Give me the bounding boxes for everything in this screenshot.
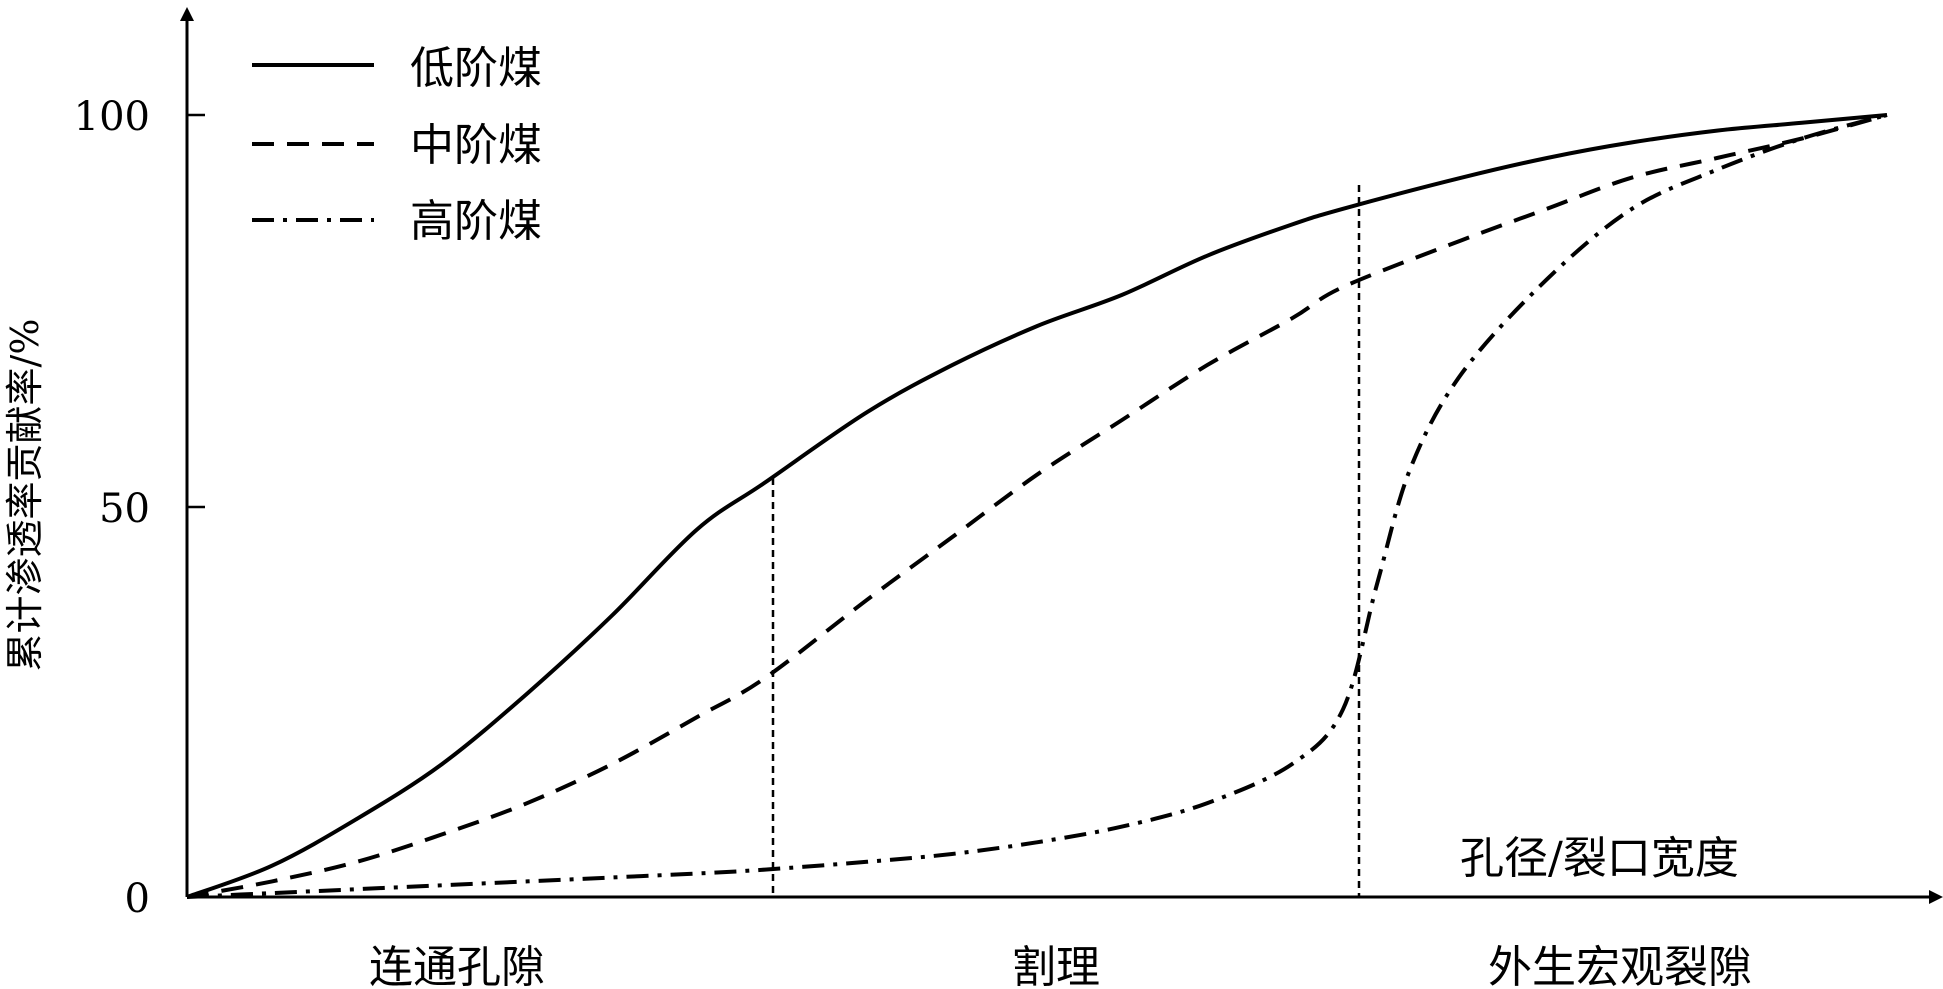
x-axis-label: 孔径/裂口宽度 (1460, 833, 1739, 884)
y-axis-label: 累计渗透率贡献率/% (3, 319, 47, 672)
legend-label-mid-rank: 中阶煤 (410, 120, 542, 171)
series-line-high-rank (186, 113, 1888, 899)
y-tick-label-50: 50 (99, 486, 150, 532)
y-tick-label-0: 0 (125, 876, 150, 922)
region-label-exogenous-fractures: 外生宏观裂隙 (1488, 942, 1752, 989)
series-line-mid-rank (186, 113, 1888, 899)
y-tick-label-100: 100 (74, 94, 150, 140)
series-line-low-rank (186, 113, 1888, 899)
region-label-connected-pores: 连通孔隙 (369, 942, 545, 989)
legend-label-low-rank: 低阶煤 (410, 43, 542, 94)
legend: 低阶煤 中阶煤 高阶煤 (252, 43, 542, 247)
legend-label-high-rank: 高阶煤 (410, 196, 542, 247)
region-label-cleats: 割理 (1012, 942, 1100, 989)
